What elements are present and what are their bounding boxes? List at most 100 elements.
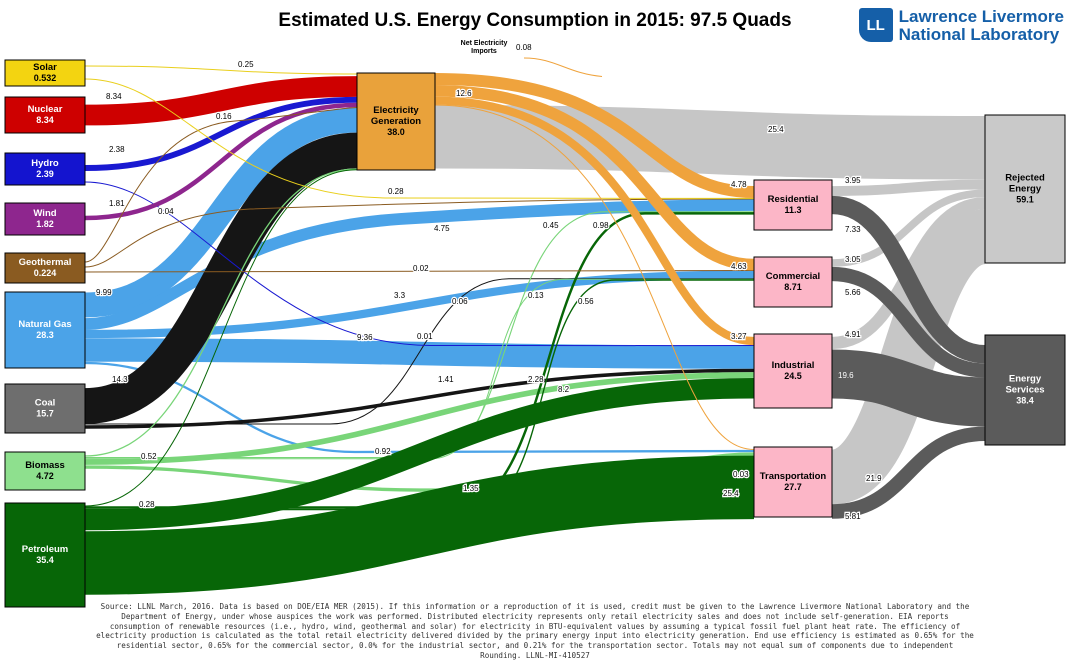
node-label-coal: Coal — [35, 398, 56, 409]
label-net-electricity-imports-line2: Imports — [471, 48, 497, 55]
node-residential — [753, 179, 833, 231]
flow-label-wind-electricity: 1.81 — [109, 199, 125, 208]
flow-petroleum-electricity — [84, 169, 358, 507]
flow-commercial-rejected — [831, 189, 986, 267]
flow-hydro-industrial — [84, 181, 755, 347]
flow-label-petroleum-electricity: 0.28 — [139, 500, 155, 509]
llnl-logo: LL Lawrence Livermore National Laborator… — [858, 8, 1064, 44]
node-label-rejected: Rejected — [1005, 173, 1045, 184]
node-label-rejected: Energy — [1009, 184, 1042, 195]
flow-label-residential-rejected: 3.95 — [845, 176, 861, 185]
flow-electricity-transportation — [434, 104, 755, 450]
flow-label-coal-electricity: 14.3 — [112, 375, 128, 384]
flow-petroleum-industrial — [84, 377, 755, 531]
node-electricity — [356, 72, 436, 171]
node-label-biomass: Biomass — [25, 460, 65, 471]
flow-commercial-services — [831, 266, 986, 378]
flow-label-biomass-electricity: 0.52 — [141, 452, 157, 461]
node-transportation — [753, 446, 833, 518]
flow-label-petroleum-commercial: 0.56 — [578, 297, 594, 306]
flow-label-natural_gas-residential: 4.75 — [434, 224, 450, 233]
flow-label-geothermal-commercial: 0.02 — [413, 264, 429, 273]
flow-label-natural_gas-industrial: 9.36 — [357, 333, 373, 342]
flow-nuclear-electricity — [84, 76, 358, 126]
flow-label-natural_gas-commercial: 3.3 — [394, 291, 406, 300]
llnl-logo-mark: LL — [858, 8, 893, 42]
flow-label-industrial-rejected: 4.91 — [845, 330, 861, 339]
flow-label-hydro-electricity: 2.38 — [109, 145, 125, 154]
node-label-industrial: Industrial — [772, 360, 815, 371]
node-value-natural_gas: 28.3 — [36, 330, 54, 340]
flow-natural_gas-electricity — [84, 107, 358, 318]
chart-title: Estimated U.S. Energy Consumption in 201… — [278, 10, 792, 31]
flow-label-nuclear-electricity: 8.34 — [106, 92, 122, 101]
flow-label-electricity-rejected: 25.4 — [768, 125, 784, 134]
flow-electricity-rejected — [434, 104, 986, 180]
node-commercial — [753, 256, 833, 308]
flow-solar-electricity — [84, 65, 358, 75]
flow-coal-industrial — [84, 368, 755, 429]
node-value-industrial: 24.5 — [784, 371, 802, 381]
node-coal — [4, 383, 86, 434]
flow-label-electricity-commercial: 4.63 — [731, 262, 747, 271]
node-value-hydro: 2.39 — [36, 169, 54, 179]
node-value-electricity: 38.0 — [387, 127, 405, 137]
node-label-residential: Residential — [768, 194, 819, 205]
flow-label-geothermal-electricity: 0.16 — [216, 112, 232, 121]
node-label-solar: Solar — [33, 62, 57, 73]
flow-industrial-services — [831, 349, 986, 427]
node-label-hydro: Hydro — [31, 158, 59, 169]
node-label-services: Energy — [1009, 374, 1042, 385]
node-label-wind: Wind — [33, 208, 56, 219]
flows — [83, 57, 990, 595]
flow-label-geothermal-residential: 0.04 — [158, 207, 174, 216]
flow-electricity-commercial — [434, 85, 755, 271]
node-value-services: 38.4 — [1016, 395, 1034, 405]
node-label-petroleum: Petroleum — [22, 544, 68, 555]
node-geothermal — [4, 252, 86, 284]
flow-label-commercial-services: 5.66 — [845, 288, 861, 297]
value-net-electricity-imports: 0.08 — [516, 43, 532, 52]
flow-label-biomass-residential: 0.45 — [543, 221, 559, 230]
flow-geothermal-commercial — [84, 270, 755, 273]
flow-labels: 0.25 0.28 8.34 2.38 0.01 1.81 0.16 0.04 0.02 9.99… — [95, 40, 884, 522]
node-value-nuclear: 8.34 — [36, 115, 54, 125]
flow-coal-electricity — [83, 132, 359, 424]
node-value-coal: 15.7 — [36, 408, 54, 418]
flow-electricity-industrial — [434, 96, 755, 346]
flow-label-transportation-rejected: 21.9 — [866, 474, 882, 483]
node-biomass — [4, 451, 86, 491]
flow-label-electricity-industrial: 3.27 — [731, 332, 747, 341]
node-value-biomass: 4.72 — [36, 471, 54, 481]
node-value-petroleum: 35.4 — [36, 555, 54, 565]
flow-biomass-industrial — [84, 372, 755, 465]
node-rejected — [984, 114, 1066, 264]
node-value-transportation: 27.7 — [784, 482, 802, 492]
flow-wind-electricity — [84, 102, 358, 221]
flow-label-electricity-transportation: 0.03 — [733, 470, 749, 479]
nodes: Solar0.532Nuclear8.34Hydro2.39Wind1.82Ge… — [4, 59, 1066, 608]
flow-label-natural_gas-electricity: 9.99 — [96, 288, 112, 297]
source-note: Source: LLNL March, 2016. Data is based … — [96, 601, 974, 661]
flow-label-petroleum-residential: 0.98 — [593, 221, 609, 230]
node-natural_gas — [4, 291, 86, 369]
node-label-electricity: Electricity — [373, 105, 419, 116]
node-hydro — [4, 152, 86, 186]
node-value-geothermal: 0.224 — [34, 268, 57, 278]
node-label-nuclear: Nuclear — [28, 104, 63, 115]
flow-transportation-rejected — [827, 209, 990, 505]
flow-geothermal-electricity — [84, 107, 358, 263]
node-industrial — [753, 333, 833, 409]
node-nuclear — [4, 96, 86, 134]
node-value-solar: 0.532 — [34, 73, 57, 83]
flow-label-residential-services: 7.33 — [845, 225, 861, 234]
flow-label-natural_gas-transportation: 0.92 — [375, 447, 391, 456]
node-label-electricity: Generation — [371, 116, 421, 127]
label-net-electricity-imports-line1: Net Electricity — [461, 40, 508, 47]
flow-natural_gas-industrial — [84, 338, 755, 369]
flow-natural_gas-residential — [84, 199, 755, 330]
flow-imports-electricity — [523, 57, 603, 77]
flow-residential-services — [831, 195, 986, 364]
